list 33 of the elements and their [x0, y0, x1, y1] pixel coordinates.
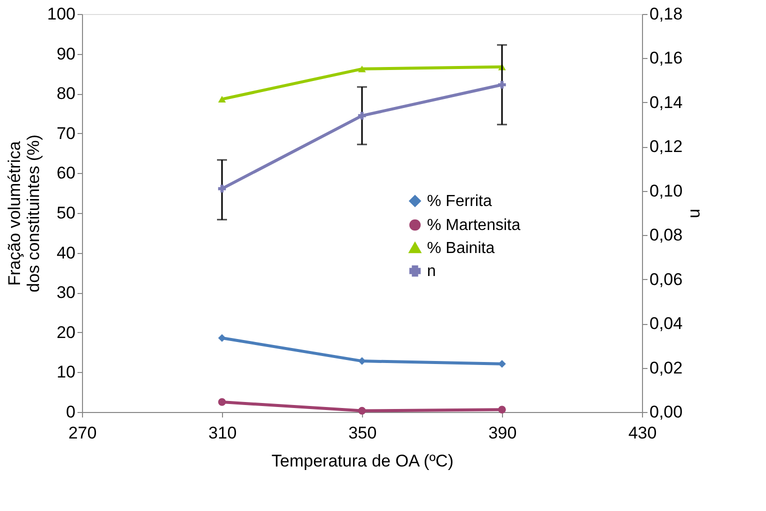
y-tick-label: 40: [56, 243, 76, 262]
x-tick-label: 350: [348, 424, 377, 442]
y2-axis-title: n: [686, 208, 706, 218]
y2-tick-label: 0,10: [650, 181, 683, 200]
y2-tick-label: 0,16: [650, 48, 683, 68]
legend-label: % Ferrita: [427, 193, 492, 210]
y2-tick-label: 0,00: [650, 402, 683, 422]
legend-label: % Martensita: [427, 217, 520, 234]
y2-tick-label: 0,18: [650, 4, 683, 24]
y2-tick-label: 0,12: [650, 137, 683, 156]
legend-label: % Bainita: [427, 240, 495, 257]
y-tick-label: 0: [66, 402, 76, 422]
x-tick-label: 430: [628, 424, 657, 442]
y2-tick-label: 0,08: [650, 226, 683, 245]
x-tick-label: 270: [68, 424, 97, 442]
y-tick-label: 60: [56, 164, 76, 183]
y2-tick-label: 0,04: [650, 314, 683, 334]
y-axis-title: Fração volumétrica dos constituintes (%): [5, 134, 44, 292]
y-tick-label: 30: [56, 283, 76, 302]
y2-tick-label: 0,06: [650, 270, 683, 289]
x-tick-label: 390: [488, 424, 517, 442]
legend-label: n: [427, 263, 436, 280]
y2-tick-label: 0,14: [650, 92, 683, 112]
y-tick-label: 80: [56, 84, 76, 104]
y2-tick-label: 0,02: [650, 358, 683, 378]
x-axis-title: Temperatura de OA (ºC): [272, 452, 454, 470]
y-tick-label: 90: [56, 44, 76, 64]
y-tick-label: 100: [47, 4, 76, 24]
x-tick-label: 310: [208, 424, 237, 442]
y-tick-label: 10: [56, 362, 76, 382]
y-tick-label: 20: [56, 322, 76, 342]
y-tick-label: 70: [56, 124, 76, 143]
y-tick-label: 50: [56, 204, 76, 222]
